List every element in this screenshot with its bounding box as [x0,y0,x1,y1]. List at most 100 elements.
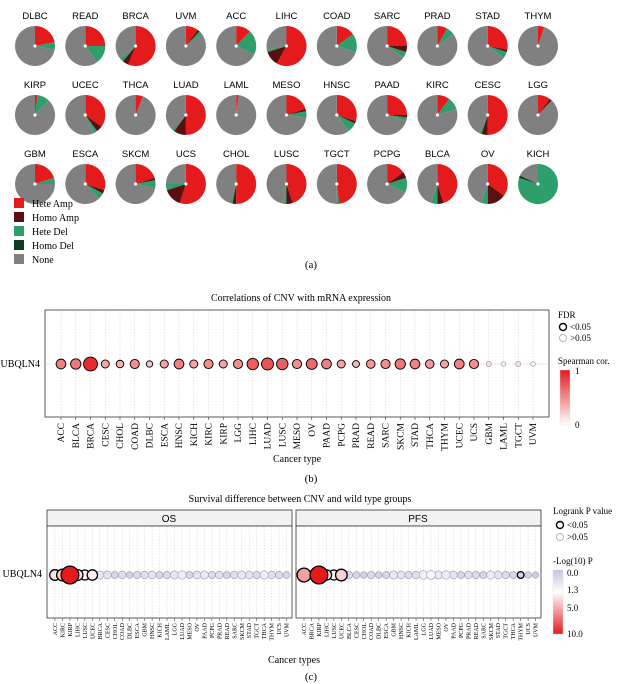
pie-slice-none [165,164,186,184]
panel-b-x-ticks: ACC BLCA BRCA CESC CHOL COAD DLBC ESCA HNSC KICH K… [57,417,539,451]
tick-label-thym: THYM [441,422,451,451]
pie-slice-none [65,164,99,204]
os-tick-label-brca: BRCA [98,622,104,639]
legend-label: Homo Amp [32,213,79,224]
pie-tgct: TGCT [316,149,357,204]
pie-gbm: GBM [15,149,55,204]
pie-label: LUSC [274,149,299,160]
pie-slice-hete-del [336,115,355,132]
point-kirc [203,358,214,370]
tick-label-luad: LUAD [264,423,274,450]
pfs-point-laml [411,570,421,580]
os-point-paad [200,570,209,580]
point-cesc [100,359,110,369]
pfs-point-dlbc [375,571,383,579]
pie-center-dot [83,182,87,186]
pfs-tick-label-blca: BLCA [347,622,353,639]
pie-hnsc: HNSC [316,80,357,136]
point-thym [440,359,449,369]
point-hnsc [173,358,185,370]
os-point-esca [133,571,142,579]
os-tick-label-dlbc: DLBC [128,623,134,639]
pie-center-dot [385,113,389,117]
legend-swatch-hete-del [14,226,24,236]
pfs-tick-label-cesc: CESC [354,623,360,638]
pie-lgg: LGG [518,80,558,135]
pfs-strip-label: PFS [408,514,428,525]
os-tick-label-read: READ [225,622,231,639]
pie-slice-hete-del [185,31,203,46]
pie-slice-hete-amp [538,26,545,46]
pie-slice-hete-amp [286,164,307,204]
pfs-tick-label-ucs: UCS [526,623,532,635]
tick-label-kirp: KIRP [219,423,229,445]
os-tick-label-ucs: UCS [277,623,283,635]
tick-label-read: READ [367,423,377,449]
tick-label-acc: ACC [57,423,67,443]
pie-slice-homo-amp [85,115,102,132]
cor-colorbar [559,369,571,426]
legend-label: Hete Amp [32,199,73,210]
os-tick-label-laml: LAML [165,623,171,640]
pfs-tick-label-luad: LUAD [429,622,435,639]
pie-center-dot [184,113,188,117]
os-tick-label-hnsc: HNSC [150,623,156,639]
pie-label: UCEC [72,80,99,91]
pfs-tick-label-stad: STAD [496,622,502,638]
point-lgg [232,358,244,370]
os-tick-label-acc: ACC [53,623,59,635]
pie-center-dot [435,44,439,48]
point-esca [159,359,169,369]
pie-thca: THCA [115,80,156,135]
os-point-lgg [170,570,179,580]
tick-label-uvm: UVM [529,422,539,445]
tick-label-thca: THCA [426,423,436,449]
pie-slice-hete-amp [35,26,55,46]
os-point-dlbc [126,571,134,579]
tick-label-pcpg: PCPG [337,423,347,447]
pie-slice-hete-del [236,31,257,55]
pfs-point-uvm [532,571,540,579]
pie-slice-hete-del [35,177,55,184]
pie-slice-hete-del [387,177,408,193]
tick-label-meso: MESO [293,423,303,450]
panel-c-gene-label: UBQLN4 [3,569,42,580]
os-point-prad [215,570,224,580]
pie-slice-hete-del [479,115,488,135]
pie-stad: STAD [467,11,508,67]
pie-slice-hete-amp [276,26,307,67]
point-stad [409,358,421,370]
pie-label: ACC [226,11,246,22]
pie-center-dot [134,44,138,48]
pie-label: PCPG [374,149,401,160]
pie-slice-hete-amp [85,95,106,127]
pie-label: LGG [528,80,548,91]
pie-center-dot [335,113,339,117]
pie-slice-homo-amp [336,115,356,124]
pie-center-dot [536,113,540,117]
pie-cesc: CESC [467,80,508,135]
pie-slice-hete-amp [236,26,250,46]
pfs-tick-label-hnsc: HNSC [399,623,405,639]
pie-slice-hete-del [437,98,457,115]
point-read [365,359,376,369]
pie-pcpg: PCPG [367,149,408,204]
pie-slice-homo-amp [286,108,307,115]
pie-label: OV [481,149,495,160]
pie-slice-homo-amp [135,177,156,184]
pie-slice-homo-amp [387,172,407,184]
os-strip-label: OS [162,514,177,525]
os-point-ucs [275,571,284,579]
pie-blca: BLCA [417,149,458,204]
pfs-tick-label-dlbc: DLBC [377,623,383,639]
pie-label: PAAD [375,80,400,91]
panel-c-x-ticks: ACC KIRC KIRP LIHC LUSC UCEC BRCA CESC CHOL COAD D… [53,618,540,641]
os-tick-label-thca: THCA [262,622,268,639]
pie-slice-hete-del [230,184,237,204]
os-tick-label-lihc: LIHC [75,623,81,637]
point-sarc [380,358,391,370]
pfs-tick-label-skcm: SKCM [489,622,495,640]
pfs-tick-label-tgct: TGCT [504,623,510,639]
tick-label-gbm: GBM [485,422,495,444]
pie-slice-hete-amp [487,26,508,50]
